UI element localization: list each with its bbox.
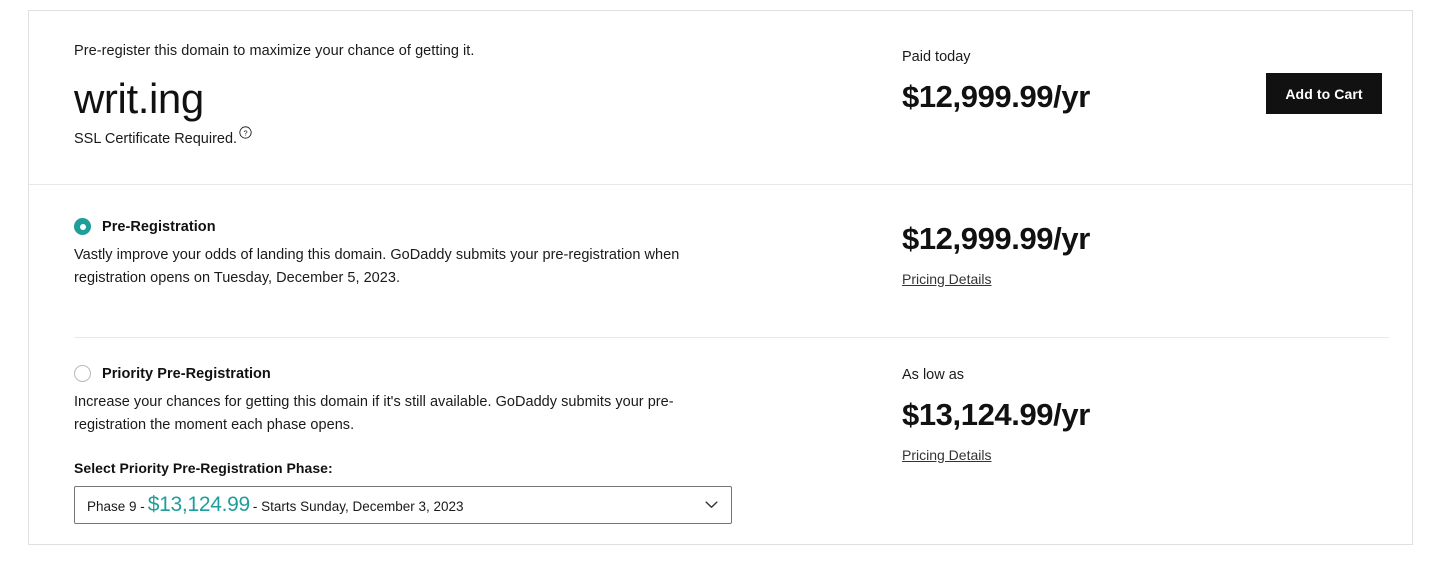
option-priority-header[interactable]: Priority Pre-Registration <box>74 365 734 382</box>
phase-select-group: Select Priority Pre-Registration Phase: … <box>74 460 734 524</box>
radio-priority-pre-registration[interactable] <box>74 365 91 382</box>
domain-name: writ.ing <box>74 75 204 122</box>
options-divider <box>74 337 1389 338</box>
chevron-down-icon[interactable] <box>705 501 718 509</box>
domain-summary: Pre-register this domain to maximize you… <box>74 41 854 149</box>
phase-select-dropdown[interactable]: Phase 9 - $13,124.99 - Starts Sunday, De… <box>74 486 732 524</box>
paid-today-label: Paid today <box>902 49 971 65</box>
option-pre-registration-details: Pre-Registration Vastly improve your odd… <box>74 218 734 290</box>
svg-text:?: ? <box>244 128 248 137</box>
option-pre-registration-pricing: $12,999.99/yr Pricing Details <box>902 220 1302 289</box>
option-priority-details: Priority Pre-Registration Increase your … <box>74 365 734 524</box>
paid-today-price: $12,999.99/yr <box>902 79 1090 114</box>
as-low-as-label: As low as <box>902 367 965 383</box>
pricing-details-link-pre-registration[interactable]: Pricing Details <box>902 271 992 287</box>
option-pre-registration-header[interactable]: Pre-Registration <box>74 218 734 235</box>
option-pre-registration-title: Pre-Registration <box>102 218 216 235</box>
option-priority-title: Priority Pre-Registration <box>102 365 271 382</box>
option-priority-pricing: As low as $13,124.99/yr Pricing Details <box>902 365 1302 465</box>
card-header: Pre-register this domain to maximize you… <box>29 11 1412 185</box>
option-pre-registration-price: $12,999.99/yr <box>902 221 1090 256</box>
add-to-cart-button[interactable]: Add to Cart <box>1266 73 1382 114</box>
question-circle-icon[interactable]: ? <box>239 126 252 139</box>
phase-select-value: Phase 9 - $13,124.99 - Starts Sunday, De… <box>87 493 464 517</box>
phase-select-value-price: $13,124.99 <box>147 493 250 516</box>
pre-register-tagline: Pre-register this domain to maximize you… <box>74 43 475 59</box>
card-body: Pre-Registration Vastly improve your odd… <box>29 185 1412 545</box>
option-priority-description: Increase your chances for getting this d… <box>74 394 674 433</box>
radio-pre-registration[interactable] <box>74 218 91 235</box>
paid-today-block: Paid today $12,999.99/yr <box>902 47 1242 116</box>
ssl-requirement-label: SSL Certificate Required. <box>74 131 238 147</box>
phase-select-value-suffix: - Starts Sunday, December 3, 2023 <box>252 499 464 514</box>
phase-select-label: Select Priority Pre-Registration Phase: <box>74 460 333 476</box>
option-pre-registration-description: Vastly improve your odds of landing this… <box>74 247 680 286</box>
pricing-details-link-priority[interactable]: Pricing Details <box>902 447 992 463</box>
domain-preregistration-card: Pre-register this domain to maximize you… <box>28 10 1413 545</box>
phase-select-value-prefix: Phase 9 - <box>87 499 145 514</box>
ssl-requirement: SSL Certificate Required. ? <box>74 126 854 149</box>
option-priority-price: $13,124.99/yr <box>902 397 1090 432</box>
